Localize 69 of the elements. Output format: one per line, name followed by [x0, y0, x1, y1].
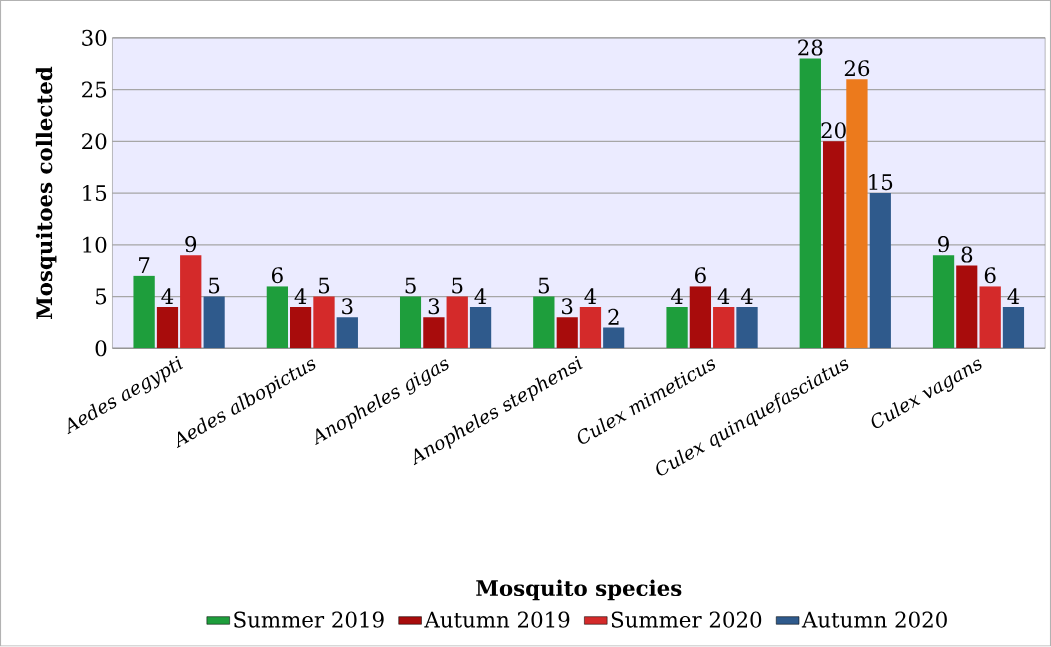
bar [869, 193, 891, 349]
bar [666, 307, 688, 349]
bar [156, 307, 179, 349]
bar [180, 255, 202, 349]
legend-label: Summer 2019 [234, 611, 384, 628]
y-tick-label: 20 [82, 133, 107, 150]
y-axis-title: Mosquitoes collected [35, 66, 57, 320]
data-label: 5 [319, 277, 330, 294]
data-label: 28 [798, 39, 823, 56]
y-tick-label: 5 [96, 288, 107, 305]
data-label: 3 [342, 298, 353, 315]
data-label: 26 [844, 60, 870, 77]
data-label: 2 [608, 309, 619, 325]
bar [956, 265, 978, 349]
bar [556, 317, 578, 349]
data-label: 5 [209, 277, 220, 294]
bar [689, 286, 712, 349]
bar [313, 296, 335, 349]
y-tick-label: 30 [82, 29, 107, 47]
data-label: 8 [961, 246, 973, 263]
data-label: 4 [670, 288, 683, 305]
data-label: 4 [294, 288, 307, 305]
bar [736, 307, 758, 349]
data-label: 6 [984, 267, 996, 284]
data-label: 6 [695, 267, 706, 284]
bar [336, 317, 358, 349]
bar [1002, 307, 1025, 349]
y-tick-label: 10 [83, 236, 107, 254]
data-label: 4 [1007, 288, 1020, 305]
legend-label: Autumn 2019 [424, 611, 570, 628]
data-label: 5 [452, 277, 463, 294]
data-label: 20 [821, 122, 846, 139]
y-tick-label: 0 [95, 340, 107, 357]
bar [932, 255, 955, 349]
y-tick-label: 25 [82, 81, 107, 98]
data-label: 9 [938, 236, 949, 253]
bar [822, 141, 845, 349]
data-label: 4 [474, 288, 487, 305]
bar [133, 276, 155, 349]
data-label: 7 [139, 257, 150, 274]
data-label: 15 [869, 174, 893, 191]
legend-label: Summer 2020 [611, 611, 762, 628]
data-label: 4 [161, 288, 174, 305]
data-label: 5 [538, 277, 549, 294]
bar [603, 327, 625, 349]
data-label: 4 [717, 288, 730, 305]
data-label: 3 [428, 298, 440, 315]
bar [579, 307, 602, 349]
bar [266, 286, 289, 349]
bar [399, 296, 422, 349]
bar [469, 307, 492, 349]
bar [846, 79, 868, 349]
data-label: 9 [185, 236, 197, 253]
bar [533, 296, 555, 349]
bar [979, 286, 1001, 349]
data-label: 5 [405, 277, 416, 294]
bar [203, 296, 225, 349]
y-tick-label: 15 [83, 185, 107, 202]
data-label: 4 [740, 288, 753, 305]
data-label: 3 [561, 298, 573, 315]
bar [799, 58, 821, 349]
bar [423, 317, 445, 349]
bar [446, 296, 468, 349]
bar [290, 307, 312, 349]
x-axis-title: Mosquito species [476, 579, 682, 601]
data-label: 6 [271, 267, 283, 284]
data-label: 4 [584, 288, 597, 305]
bar [713, 307, 735, 349]
legend-label: Autumn 2020 [801, 611, 947, 628]
